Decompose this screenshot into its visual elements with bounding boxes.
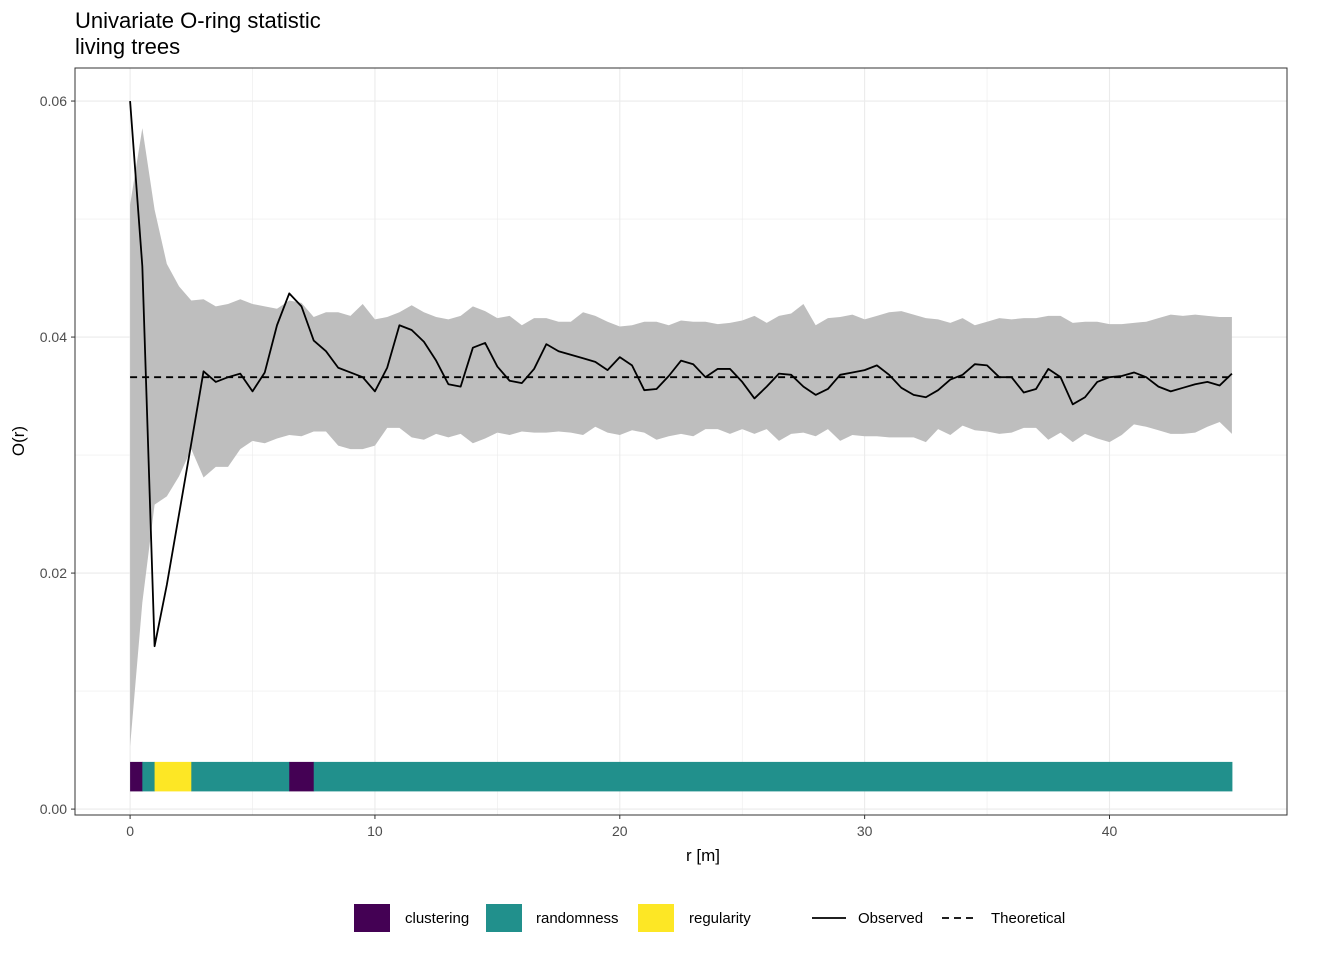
x-axis: 0 10 20 30 40 bbox=[126, 815, 1117, 839]
chart-subtitle: living trees bbox=[75, 34, 180, 59]
observed-line bbox=[129, 100, 1233, 648]
grid bbox=[75, 68, 1287, 815]
observed-line-group bbox=[129, 100, 1233, 648]
classification-segment-randomness bbox=[142, 761, 156, 792]
simulation-envelope bbox=[130, 128, 1232, 747]
x-tick-label: 30 bbox=[857, 823, 873, 839]
x-axis-title: r [m] bbox=[686, 846, 720, 865]
legend-label-clustering: clustering bbox=[405, 910, 469, 927]
classification-segment-clustering bbox=[289, 761, 315, 792]
legend-label-randomness: randomness bbox=[536, 910, 619, 927]
x-tick-label: 10 bbox=[367, 823, 383, 839]
legend-swatch-regularity bbox=[638, 904, 674, 932]
x-tick-label: 40 bbox=[1102, 823, 1118, 839]
classification-bar bbox=[130, 761, 1233, 792]
y-tick-label: 0.00 bbox=[40, 801, 67, 817]
y-axis-title: O(r) bbox=[9, 426, 28, 456]
classification-segment-randomness bbox=[191, 761, 290, 792]
panel-border bbox=[74, 67, 1288, 816]
chart-title: Univariate O-ring statistic bbox=[75, 8, 321, 33]
legend-label-theoretical: Theoretical bbox=[991, 910, 1065, 927]
legend: clustering randomness regularity Observed Th… bbox=[354, 904, 1065, 932]
y-axis: 0.00 0.02 0.04 0.06 bbox=[40, 93, 75, 817]
legend-swatch-randomness bbox=[486, 904, 522, 932]
x-tick-label: 20 bbox=[612, 823, 628, 839]
legend-label-observed: Observed bbox=[858, 910, 923, 927]
legend-swatch-clustering bbox=[354, 904, 390, 932]
y-tick-label: 0.02 bbox=[40, 565, 67, 581]
classification-segment-regularity bbox=[154, 761, 192, 792]
envelope-band bbox=[130, 128, 1232, 747]
x-tick-label: 0 bbox=[126, 823, 134, 839]
classification-segment-randomness bbox=[313, 761, 1233, 792]
legend-label-regularity: regularity bbox=[689, 910, 751, 927]
classification-segment-clustering bbox=[130, 761, 143, 792]
y-tick-label: 0.06 bbox=[40, 93, 67, 109]
y-tick-label: 0.04 bbox=[40, 329, 67, 345]
